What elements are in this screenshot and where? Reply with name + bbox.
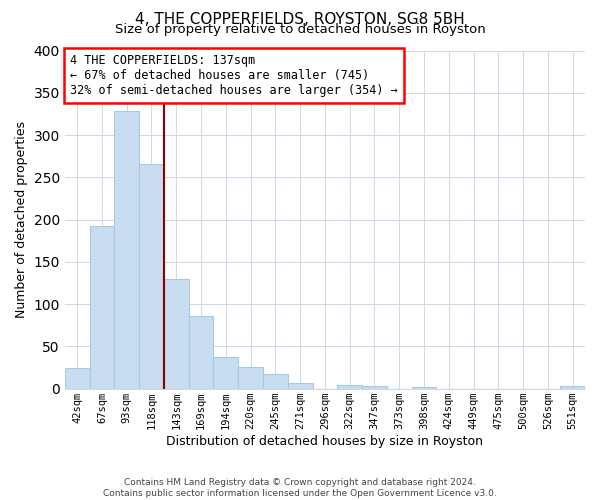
Bar	[263, 374, 288, 388]
Bar	[560, 386, 585, 388]
Text: 4, THE COPPERFIELDS, ROYSTON, SG8 5BH: 4, THE COPPERFIELDS, ROYSTON, SG8 5BH	[135, 12, 465, 28]
Bar	[164, 279, 188, 388]
Text: Contains HM Land Registry data © Crown copyright and database right 2024.
Contai: Contains HM Land Registry data © Crown c…	[103, 478, 497, 498]
Bar	[89, 226, 115, 388]
Bar	[139, 164, 164, 388]
Bar	[188, 316, 214, 388]
Bar	[337, 386, 362, 388]
Text: 4 THE COPPERFIELDS: 137sqm
← 67% of detached houses are smaller (745)
32% of sem: 4 THE COPPERFIELDS: 137sqm ← 67% of deta…	[70, 54, 398, 97]
Bar	[362, 386, 387, 388]
Y-axis label: Number of detached properties: Number of detached properties	[15, 121, 28, 318]
Bar	[115, 112, 139, 388]
Bar	[412, 387, 436, 388]
Bar	[65, 368, 89, 388]
X-axis label: Distribution of detached houses by size in Royston: Distribution of detached houses by size …	[166, 434, 484, 448]
Bar	[238, 366, 263, 388]
Bar	[288, 382, 313, 388]
Text: Size of property relative to detached houses in Royston: Size of property relative to detached ho…	[115, 22, 485, 36]
Bar	[214, 356, 238, 388]
